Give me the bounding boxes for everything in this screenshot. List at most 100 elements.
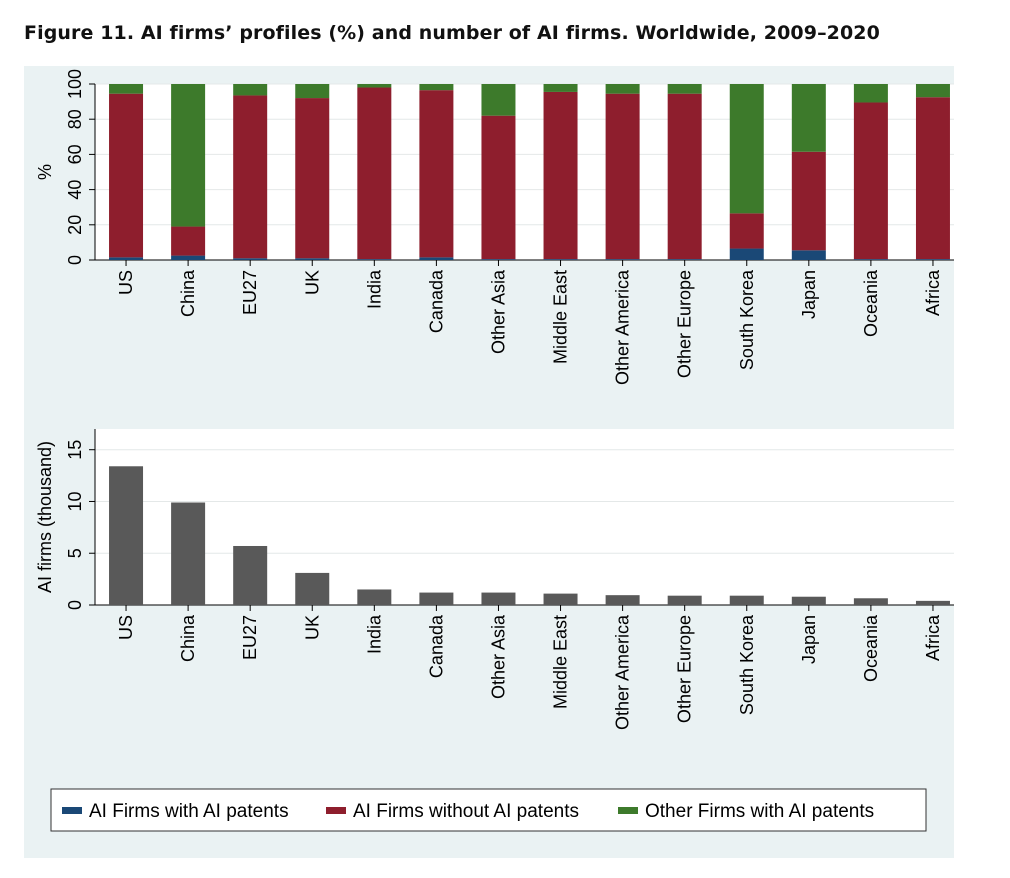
bar-oceania-ai-firms-without-ai-patents: [853, 102, 888, 260]
count-x-tick-label-uk: UK: [302, 615, 322, 640]
count-x-tick-label-eu27: EU27: [240, 615, 260, 660]
bar-other-america-ai-firms-without-ai-patents: [605, 93, 640, 260]
bar-eu27-ai-firms-without-ai-patents: [233, 95, 268, 259]
profile-x-tick-label-other-america: Other America: [613, 269, 633, 385]
count-y-axis-title: AI firms (thousand): [35, 441, 55, 593]
bar-us-ai-firms-without-ai-patents: [109, 93, 144, 258]
count-y-tick-label: 5: [65, 548, 85, 558]
profile-x-tick-label-japan: Japan: [799, 270, 819, 319]
profile-y-tick-label: 20: [65, 215, 85, 235]
bar-us-other-firms-with-ai-patents: [109, 84, 144, 94]
bar-oceania-other-firms-with-ai-patents: [853, 84, 888, 103]
legend-label-other-firms-with-ai-patents: Other Firms with AI patents: [645, 801, 874, 822]
legend-swatch-other-firms-with-ai-patents: [618, 807, 638, 814]
count-x-tick-label-other-america: Other America: [613, 614, 633, 730]
bar-other-asia-ai-firms-without-ai-patents: [481, 115, 516, 260]
bar-other-america-ai-firms-with-ai-patents: [605, 259, 640, 260]
bar-south-korea-ai-firms-with-ai-patents: [729, 248, 764, 260]
bar-other-europe-ai-firms-without-ai-patents: [667, 93, 702, 260]
count-y-tick-label: 10: [65, 491, 85, 511]
profile-x-tick-label-oceania: Oceania: [861, 269, 881, 337]
bar-india-ai-firms-without-ai-patents: [357, 87, 392, 260]
bar-us-ai-firms-with-ai-patents: [109, 257, 144, 260]
bar-south-korea-other-firms-with-ai-patents: [729, 84, 764, 214]
profile-y-tick-label: 100: [65, 69, 85, 99]
bar-other-america-other-firms-with-ai-patents: [605, 84, 640, 94]
count-bar-uk: [295, 572, 330, 605]
bar-canada-ai-firms-with-ai-patents: [419, 257, 454, 260]
profile-x-tick-label-india: India: [364, 269, 384, 309]
count-bar-china: [171, 502, 206, 605]
profile-y-tick-label: 0: [65, 255, 85, 265]
bar-eu27-other-firms-with-ai-patents: [233, 84, 268, 96]
profile-x-tick-label-africa: Africa: [923, 269, 943, 316]
count-x-tick-label-south-korea: South Korea: [737, 614, 757, 715]
profile-x-tick-label-us: US: [116, 270, 136, 295]
bar-china-ai-firms-without-ai-patents: [171, 226, 206, 256]
profile-x-tick-label-other-europe: Other Europe: [675, 270, 695, 378]
bar-africa-ai-firms-without-ai-patents: [915, 97, 950, 260]
profile-x-tick-label-other-asia: Other Asia: [488, 269, 508, 354]
count-x-tick-label-india: India: [364, 614, 384, 654]
count-y-tick-label: 15: [65, 440, 85, 460]
profile-x-tick-label-uk: UK: [302, 270, 322, 295]
bar-uk-ai-firms-with-ai-patents: [295, 258, 330, 260]
bar-japan-other-firms-with-ai-patents: [791, 84, 826, 152]
bar-uk-other-firms-with-ai-patents: [295, 84, 330, 99]
count-bar-japan: [791, 596, 826, 605]
bar-middle-east-other-firms-with-ai-patents: [543, 84, 578, 92]
profile-x-tick-label-eu27: EU27: [240, 270, 260, 315]
profile-y-tick-label: 80: [65, 109, 85, 129]
bar-other-asia-ai-firms-with-ai-patents: [481, 259, 516, 260]
figure-title: Figure 11. AI firms’ profiles (%) and nu…: [24, 22, 880, 44]
bar-other-asia-other-firms-with-ai-patents: [481, 84, 516, 116]
legend-swatch-ai-firms-with-ai-patents: [62, 807, 82, 814]
legend-label-ai-firms-without-ai-patents: AI Firms without AI patents: [353, 801, 579, 822]
bar-other-europe-other-firms-with-ai-patents: [667, 84, 702, 94]
count-bar-other-europe: [667, 595, 702, 605]
legend-box: [50, 788, 927, 832]
bar-south-korea-ai-firms-without-ai-patents: [729, 213, 764, 249]
bar-china-ai-firms-with-ai-patents: [171, 255, 206, 260]
count-x-tick-label-us: US: [116, 615, 136, 640]
count-x-tick-label-japan: Japan: [799, 615, 819, 664]
count-bar-africa: [915, 600, 950, 605]
bar-uk-ai-firms-without-ai-patents: [295, 98, 330, 259]
count-y-tick-label: 0: [65, 600, 85, 610]
bar-canada-other-firms-with-ai-patents: [419, 84, 454, 91]
count-bar-canada: [419, 592, 454, 605]
count-x-tick-label-africa: Africa: [923, 614, 943, 661]
profile-y-tick-label: 60: [65, 144, 85, 164]
bar-india-other-firms-with-ai-patents: [357, 84, 392, 88]
count-plot-area: [95, 429, 954, 605]
bar-japan-ai-firms-with-ai-patents: [791, 250, 826, 260]
bar-india-ai-firms-with-ai-patents: [357, 259, 392, 260]
bar-middle-east-ai-firms-without-ai-patents: [543, 91, 578, 260]
count-bar-eu27: [233, 545, 268, 605]
count-x-tick-label-other-asia: Other Asia: [488, 614, 508, 699]
bar-eu27-ai-firms-with-ai-patents: [233, 258, 268, 260]
profile-x-tick-label-china: China: [178, 269, 198, 317]
count-bar-oceania: [853, 598, 888, 605]
bar-africa-other-firms-with-ai-patents: [915, 84, 950, 98]
bar-japan-ai-firms-without-ai-patents: [791, 151, 826, 251]
count-x-tick-label-middle-east: Middle East: [551, 615, 571, 709]
profile-y-axis-title: %: [35, 164, 55, 180]
count-bar-other-america: [605, 595, 640, 605]
bar-canada-ai-firms-without-ai-patents: [419, 90, 454, 258]
count-bar-other-asia: [481, 592, 516, 605]
profile-x-tick-label-middle-east: Middle East: [551, 270, 571, 364]
count-bar-india: [357, 589, 392, 605]
count-bar-us: [109, 466, 144, 605]
bar-africa-ai-firms-with-ai-patents: [915, 259, 950, 260]
count-x-tick-label-china: China: [178, 614, 198, 662]
profile-x-tick-label-canada: Canada: [426, 269, 446, 333]
profile-y-tick-label: 40: [65, 180, 85, 200]
bar-oceania-ai-firms-with-ai-patents: [853, 259, 888, 260]
count-x-tick-label-oceania: Oceania: [861, 614, 881, 682]
chart-panel: 0 20 40 60 80 100% US China EU27 UK India Canada Oth…: [24, 66, 954, 858]
profile-x-tick-label-south-korea: South Korea: [737, 269, 757, 370]
legend-label-ai-firms-with-ai-patents: AI Firms with AI patents: [89, 801, 289, 822]
count-bar-south-korea: [729, 595, 764, 605]
